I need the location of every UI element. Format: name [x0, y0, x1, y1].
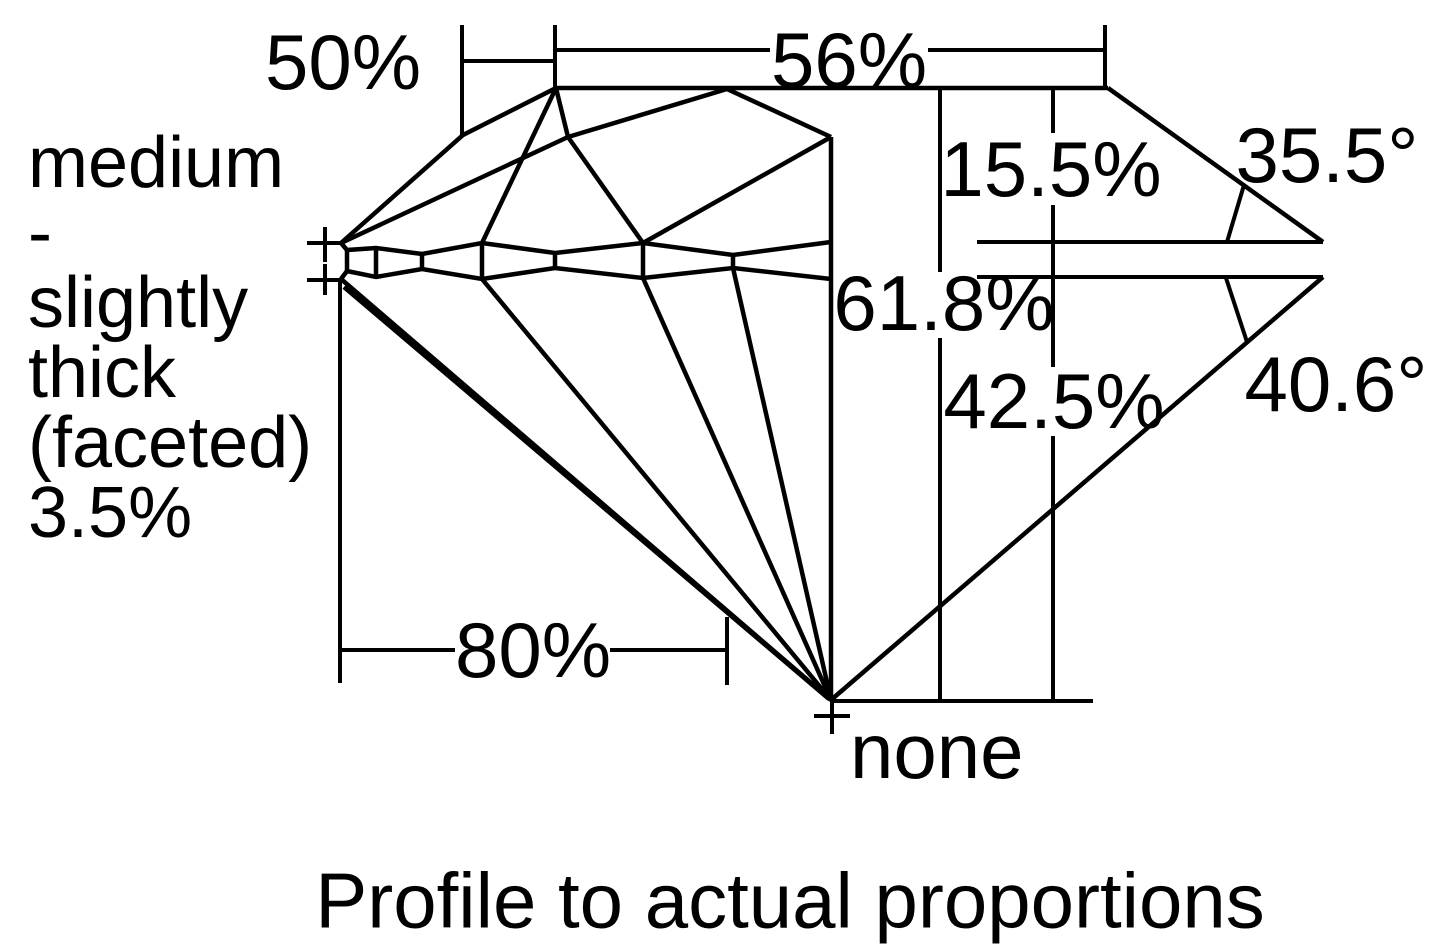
crown-height-label: 15.5% — [940, 125, 1162, 213]
girdle-line-2: - — [28, 193, 52, 273]
crown-angle-label: 35.5° — [1235, 111, 1419, 199]
diamond-outline — [339, 85, 1325, 702]
bezel-edge-1 — [479, 87, 559, 244]
crown-facet-edge — [553, 87, 571, 138]
lower-girdle-facet-edge-3 — [640, 277, 834, 701]
girdle-line-4: thick — [28, 333, 177, 413]
girdle-line-3: slightly — [28, 263, 249, 343]
girdle-line-1: medium — [28, 123, 285, 203]
star-facet-right-edge — [726, 86, 832, 140]
pavilion-depth-label: 42.5% — [943, 357, 1165, 445]
lower-girdle-label: 80% — [454, 606, 612, 694]
lower-girdle-facet-edge-1 — [342, 285, 831, 701]
girdle-line-5: (faceted) — [28, 403, 313, 483]
pavilion-angle-label: 40.6° — [1244, 340, 1428, 428]
girdle-line-6: 3.5% — [28, 473, 193, 553]
upper-girdle-facet-edge — [340, 134, 569, 246]
culet-label: none — [850, 707, 1024, 795]
girdle-description: medium - slightly thick (faceted) 3.5% — [28, 123, 313, 553]
total-depth-label: 61.8% — [833, 259, 1055, 347]
bezel-edge-2 — [566, 135, 645, 245]
lower-girdle-facet-edge-2 — [480, 277, 833, 702]
girdle-facet-dividers — [344, 243, 736, 279]
crown-angle-wedge — [1225, 184, 1246, 243]
table-size-label: 56% — [770, 16, 928, 104]
dimension-lines — [307, 25, 1323, 734]
diagram-caption: Profile to actual proportions — [315, 856, 1265, 945]
crown-right-slope — [1106, 86, 1325, 244]
star-facet-left-edge — [567, 86, 728, 140]
girdle-bottom-plus-mark — [307, 264, 343, 295]
lower-girdle-facet-edge-4 — [730, 267, 834, 701]
bezel-edge-3 — [641, 135, 833, 245]
crown-left-silhouette — [339, 85, 558, 245]
pavilion-right-slope — [829, 275, 1325, 702]
pavilion-angle-wedge — [1224, 277, 1249, 343]
girdle-bottom-edge — [339, 265, 832, 282]
culet-plus-mark — [814, 700, 850, 734]
girdle-top-edge — [339, 239, 832, 258]
star-length-label: 50% — [264, 18, 422, 106]
girdle-top-plus-mark — [307, 227, 343, 262]
